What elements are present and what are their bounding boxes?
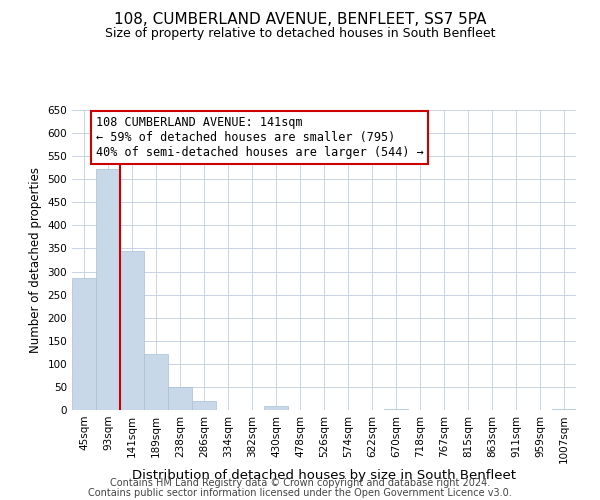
Bar xyxy=(552,408,576,410)
Bar xyxy=(120,251,144,410)
Bar xyxy=(264,406,288,410)
Bar xyxy=(168,388,192,410)
Bar xyxy=(96,169,120,410)
Text: Size of property relative to detached houses in South Benfleet: Size of property relative to detached ho… xyxy=(105,28,495,40)
Bar xyxy=(384,409,408,410)
X-axis label: Distribution of detached houses by size in South Benfleet: Distribution of detached houses by size … xyxy=(132,469,516,482)
Text: Contains public sector information licensed under the Open Government Licence v3: Contains public sector information licen… xyxy=(88,488,512,498)
Bar xyxy=(144,354,168,410)
Text: Contains HM Land Registry data © Crown copyright and database right 2024.: Contains HM Land Registry data © Crown c… xyxy=(110,478,490,488)
Bar xyxy=(72,278,96,410)
Text: 108, CUMBERLAND AVENUE, BENFLEET, SS7 5PA: 108, CUMBERLAND AVENUE, BENFLEET, SS7 5P… xyxy=(114,12,486,28)
Y-axis label: Number of detached properties: Number of detached properties xyxy=(29,167,42,353)
Bar xyxy=(192,401,216,410)
Text: 108 CUMBERLAND AVENUE: 141sqm
← 59% of detached houses are smaller (795)
40% of : 108 CUMBERLAND AVENUE: 141sqm ← 59% of d… xyxy=(96,116,424,159)
